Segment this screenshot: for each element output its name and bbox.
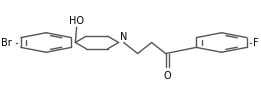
Text: O: O <box>163 71 171 81</box>
Text: F: F <box>253 37 258 48</box>
Text: HO: HO <box>69 15 84 26</box>
Text: Br: Br <box>1 37 12 48</box>
Text: N: N <box>120 32 127 42</box>
